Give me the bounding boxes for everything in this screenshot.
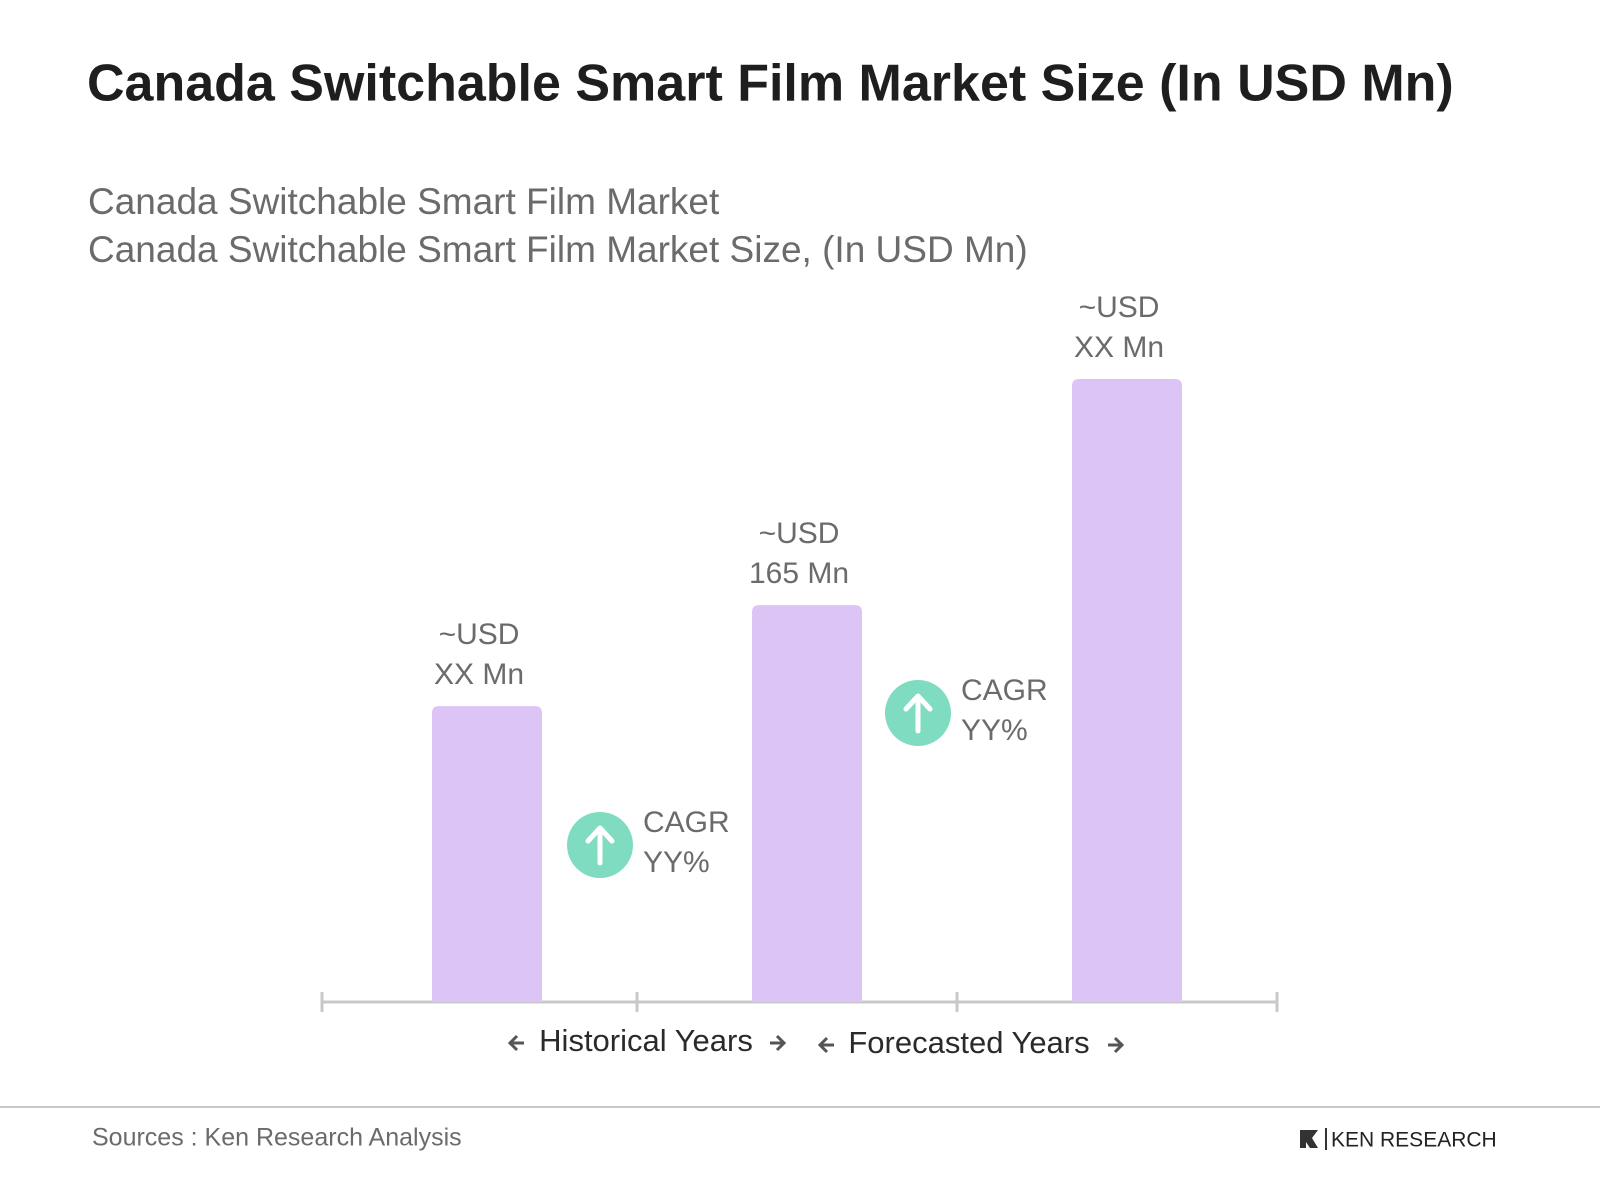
- bar: [1072, 379, 1182, 1002]
- subtitle: Canada Switchable Smart Film Market: [88, 181, 720, 222]
- value-label: ~USD: [439, 618, 520, 651]
- arrow-left: [817, 1036, 834, 1054]
- value-label: XX Mn: [434, 658, 524, 691]
- source: Sources : Ken Research Analysis: [92, 1124, 462, 1152]
- logo-mark: [1300, 1130, 1318, 1148]
- cagr-label: YY%: [961, 714, 1028, 747]
- cagr-arrow: [585, 825, 615, 866]
- period-label: Historical Years: [539, 1023, 753, 1058]
- cagr-label: CAGR: [961, 674, 1048, 707]
- arrow-right: [1108, 1036, 1125, 1054]
- bar: [432, 706, 542, 1002]
- cagr-label: YY%: [643, 846, 710, 879]
- value-label: ~USD: [1079, 291, 1160, 324]
- value-label: ~USD: [759, 517, 840, 550]
- arrow-right: [770, 1034, 787, 1052]
- period-label: Forecasted Years: [848, 1025, 1089, 1060]
- subtitle: Canada Switchable Smart Film Market Size…: [88, 229, 1028, 270]
- bar: [752, 605, 862, 1002]
- chart-title: Canada Switchable Smart Film Market Size…: [87, 55, 1454, 113]
- period-arrows: [507, 1034, 1125, 1054]
- logo-text: KEN RESEARCH: [1331, 1129, 1497, 1152]
- value-label: XX Mn: [1074, 331, 1164, 364]
- logo-icon: [1300, 1128, 1327, 1150]
- cagr-label: CAGR: [643, 806, 730, 839]
- cagr-arrow: [903, 693, 933, 734]
- value-label: 165 Mn: [749, 557, 849, 590]
- arrow-left: [507, 1034, 524, 1052]
